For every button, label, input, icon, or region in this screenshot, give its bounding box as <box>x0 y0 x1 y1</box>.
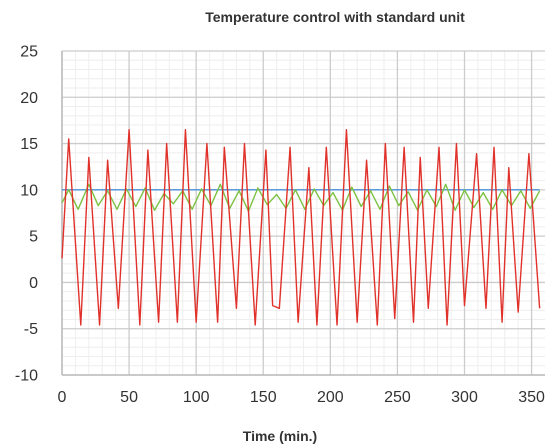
y-tick-label: 10 <box>20 182 38 199</box>
x-tick-label: 0 <box>58 389 67 406</box>
series-line-3 <box>61 128 541 326</box>
x-tick-label: 200 <box>317 389 344 406</box>
y-tick-label: -5 <box>24 321 38 338</box>
x-tick-label: 300 <box>451 389 478 406</box>
x-tick-label: 50 <box>120 389 138 406</box>
y-tick-label: 20 <box>20 90 38 107</box>
y-tick-label: 0 <box>29 275 38 292</box>
x-tick-label: 100 <box>183 389 210 406</box>
y-tick-label: 5 <box>29 229 38 246</box>
y-tick-label: 25 <box>20 44 38 61</box>
x-tick-label: 350 <box>518 389 545 406</box>
y-tick-label: -10 <box>15 368 38 385</box>
series-lines <box>61 128 541 326</box>
axes <box>61 51 545 376</box>
x-tick-label: 250 <box>384 389 411 406</box>
x-axis-label: Time (min.) <box>243 428 317 444</box>
y-tick-label: 15 <box>20 136 38 153</box>
x-tick-label: 150 <box>250 389 277 406</box>
chart-title: Temperature control with standard unit <box>205 9 465 25</box>
